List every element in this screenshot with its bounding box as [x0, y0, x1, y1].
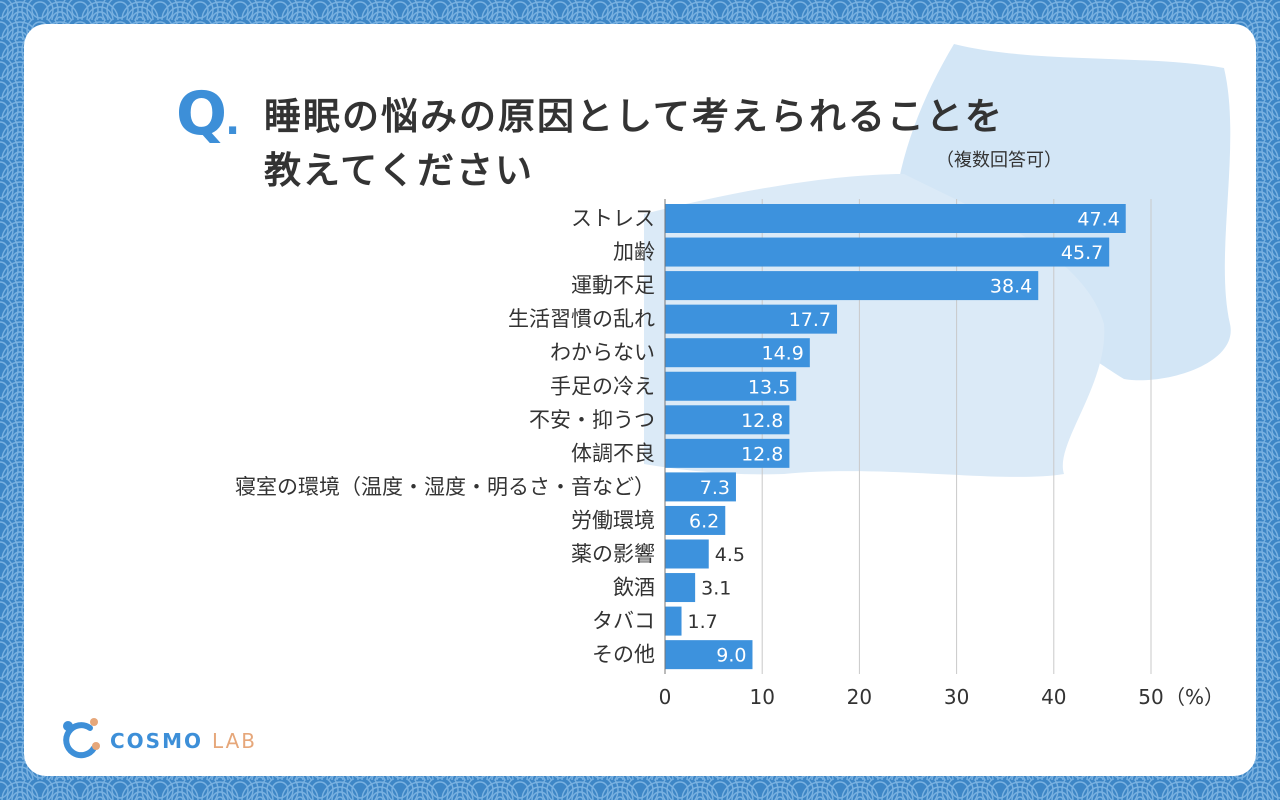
value-label: 47.4 [1077, 209, 1119, 231]
bar-chart: ストレス 47.4 加齢 45.7 運動不足 38.4 生活習慣の乱れ 17.7 わからない 14… [235, 199, 1224, 709]
category-label: 労働環境 [571, 508, 655, 532]
bar [665, 472, 736, 502]
category-label: 生活習慣の乱れ [508, 307, 655, 331]
question-mark-label: Q. [176, 79, 240, 149]
tick-label: 20 [847, 685, 872, 709]
bar [665, 438, 790, 468]
value-label: 6.2 [689, 510, 719, 532]
bar [665, 204, 1126, 233]
value-label: 12.8 [741, 443, 783, 465]
value-label: 12.8 [741, 410, 783, 432]
category-label: 薬の影響 [571, 542, 655, 566]
value-label: 9.0 [716, 645, 746, 667]
category-label: 寝室の環境（温度・湿度・明るさ・音など） [235, 475, 655, 499]
category-label: その他 [592, 643, 655, 667]
bar [665, 338, 810, 368]
bar [665, 304, 838, 334]
value-label: 13.5 [748, 376, 790, 398]
bar [665, 640, 753, 670]
category-label: 体調不良 [571, 441, 655, 465]
category-label: 不安・抑うつ [529, 408, 655, 432]
multiple-answer-note: （複数回答可） [936, 150, 1062, 171]
value-label: 4.5 [715, 544, 745, 566]
value-label: 3.1 [701, 578, 731, 600]
value-label: 7.3 [700, 477, 730, 499]
bar [665, 539, 709, 569]
tick-label: 50 [1138, 685, 1163, 709]
question-title-line-2: 教えてください [264, 149, 535, 192]
value-label: 45.7 [1061, 242, 1103, 264]
tick-label: 40 [1041, 685, 1066, 709]
category-label: タバコ [592, 609, 655, 633]
category-label: 手足の冷え [550, 374, 655, 398]
cosmo-lab-logo-mark [63, 718, 100, 759]
bar [665, 505, 726, 535]
category-label: 加齢 [613, 240, 655, 264]
category-label: 運動不足 [571, 274, 655, 298]
value-label: 14.9 [762, 343, 804, 365]
category-label: わからない [550, 341, 655, 365]
bar [665, 371, 797, 401]
tick-label: 30 [944, 685, 969, 709]
bar [665, 573, 696, 603]
tick-label: 10 [749, 685, 774, 709]
bar [665, 271, 1039, 301]
category-label: 飲酒 [613, 576, 655, 600]
bar [665, 606, 682, 636]
tick-label: 0 [659, 685, 672, 709]
bar [665, 237, 1110, 267]
value-label: 1.7 [688, 611, 718, 633]
category-label: ストレス [571, 207, 655, 231]
value-label: 17.7 [789, 309, 831, 331]
cosmo-lab-logo-text: COSMO LAB [110, 729, 257, 753]
bar [665, 405, 790, 435]
question-title-line-1: 睡眠の悩みの原因として考えられることを [264, 95, 1004, 138]
x-axis-unit-label: （%） [1165, 685, 1224, 709]
content-card: Q. 睡眠の悩みの原因として考えられることを 教えてください （複数回答可） ス… [24, 24, 1256, 776]
value-label: 38.4 [990, 276, 1032, 298]
